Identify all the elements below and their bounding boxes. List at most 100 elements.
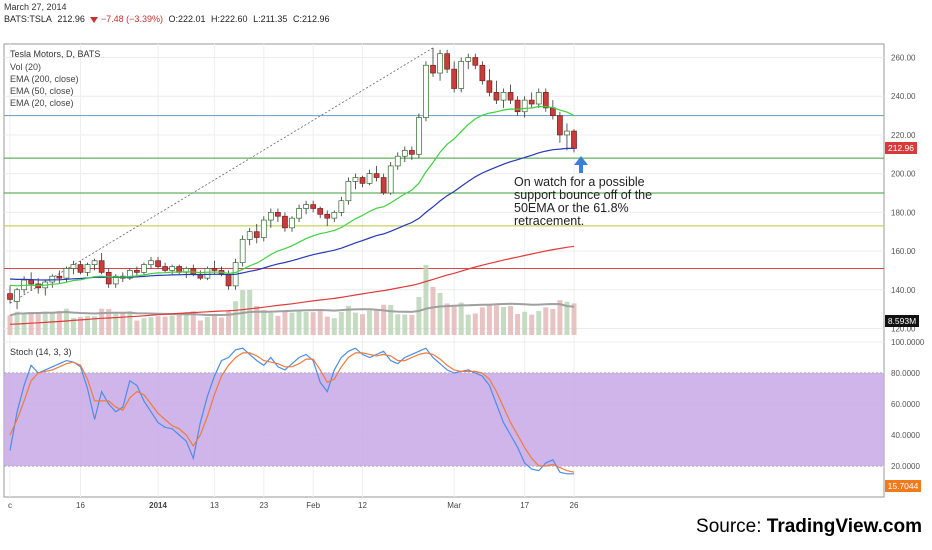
stoch-badge-text: 15.7044: [888, 481, 919, 491]
volume-bar: [493, 305, 499, 335]
down-arrow-icon: [89, 16, 98, 23]
legend-vol: Vol (20): [10, 62, 41, 72]
x-tick-label: Mar: [447, 501, 461, 510]
candle-body: [416, 117, 422, 155]
annotation-line-1: On watch for a possible: [514, 175, 645, 189]
volume-bar: [63, 308, 69, 335]
volume-bar: [536, 311, 542, 335]
price-change: −7.48 (−3.39%): [100, 14, 163, 24]
candle-body: [63, 268, 70, 279]
volume-bar: [233, 301, 239, 335]
volume-bar: [564, 301, 570, 335]
volume-bar: [120, 313, 126, 335]
volume-bar: [183, 312, 189, 335]
candle-body: [141, 264, 147, 273]
volume-bar: [388, 304, 394, 335]
candle-body: [451, 68, 457, 89]
candle-body: [387, 165, 394, 194]
volume-bar: [310, 312, 316, 335]
volume-bar: [508, 306, 514, 335]
volume-bar: [289, 312, 295, 335]
x-tick-label: 12: [358, 501, 367, 510]
candle-body: [507, 92, 514, 101]
volume-bar: [190, 311, 196, 335]
volume-bar: [402, 314, 408, 335]
stoch-tick-label: 20.0000: [891, 462, 920, 471]
volume-bar: [324, 316, 330, 335]
source-site: TradingView.com: [766, 516, 922, 537]
stoch-tick-label: 100.0000: [891, 338, 925, 347]
volume-bar: [444, 303, 450, 335]
candle-body: [134, 270, 140, 273]
volume-bar: [472, 313, 478, 335]
candle-body: [126, 270, 133, 279]
candle-body: [14, 289, 20, 302]
legend-ema20: EMA (20, close): [10, 98, 74, 108]
volume-bar: [268, 313, 274, 335]
candle-body: [338, 200, 345, 213]
volume-bar: [374, 309, 380, 335]
candle-body: [500, 92, 507, 101]
candle-body: [493, 92, 500, 101]
candle-body: [345, 181, 352, 202]
candle-body: [535, 92, 542, 105]
volume-bar: [557, 300, 563, 335]
up-arrow-icon: [574, 156, 588, 173]
volume-bar: [211, 315, 217, 335]
volume-bar: [543, 307, 549, 335]
candle-body: [296, 208, 302, 219]
ema50-line: [9, 147, 574, 281]
candle-body: [211, 268, 218, 271]
annotation-line-4: retracement.: [514, 214, 584, 228]
annotation-line-3: 50EMA or the 61.8%: [514, 201, 629, 215]
x-tick-label: 26: [570, 501, 579, 510]
candle-body: [394, 155, 401, 167]
volume-bar: [501, 307, 506, 335]
candle-body: [324, 213, 331, 219]
candle-body: [253, 231, 260, 238]
volume-bar: [331, 318, 337, 335]
candle-body: [409, 150, 415, 155]
volume-bar: [85, 315, 91, 335]
volume-bar: [303, 311, 309, 335]
volume-bar: [49, 311, 55, 335]
candle-body: [564, 130, 570, 136]
volume-bar: [416, 297, 422, 335]
annotation: On watch for a possible support bounce o…: [514, 175, 652, 228]
candle-body: [49, 275, 56, 283]
candle-body: [423, 64, 429, 118]
volume-bar: [352, 312, 358, 335]
volume-bar: [465, 314, 471, 335]
volume-bar: [127, 311, 133, 335]
candle-body: [486, 80, 493, 93]
volume-bar: [338, 312, 344, 335]
x-tick-label: c: [8, 501, 12, 510]
x-tick-label: 13: [210, 501, 219, 510]
chart-canvas[interactable]: 260.00 240.00 220.00 200.00 180.00 160.00 140.…: [0, 0, 932, 520]
volume-bar: [275, 315, 281, 335]
volume-badge-text: 8.593M: [888, 316, 916, 326]
volume-bar: [458, 302, 464, 335]
volume-bar: [282, 311, 288, 335]
candle-body: [303, 204, 309, 209]
ema20-line: [9, 105, 575, 287]
chart-date: March 27, 2014: [4, 2, 67, 12]
volume-bar: [204, 316, 210, 335]
candle-body: [331, 212, 338, 219]
candle-body: [98, 260, 105, 273]
candle-body: [373, 173, 380, 178]
low-value: L:211.35: [253, 14, 288, 24]
volume-bar: [219, 317, 224, 335]
volume-bar: [381, 304, 387, 335]
volume-bar: [522, 311, 528, 335]
candle-body: [28, 279, 34, 285]
x-tick-label: Feb: [306, 501, 320, 510]
candle-body: [359, 177, 366, 184]
stoch-tick-label: 80.0000: [891, 369, 920, 378]
volume-bar: [14, 311, 20, 335]
volume-bar: [113, 311, 119, 335]
volume-bar: [451, 306, 457, 335]
candle-body: [91, 260, 98, 265]
symbol: BATS:TSLA: [4, 14, 52, 24]
candle-body: [70, 264, 77, 269]
